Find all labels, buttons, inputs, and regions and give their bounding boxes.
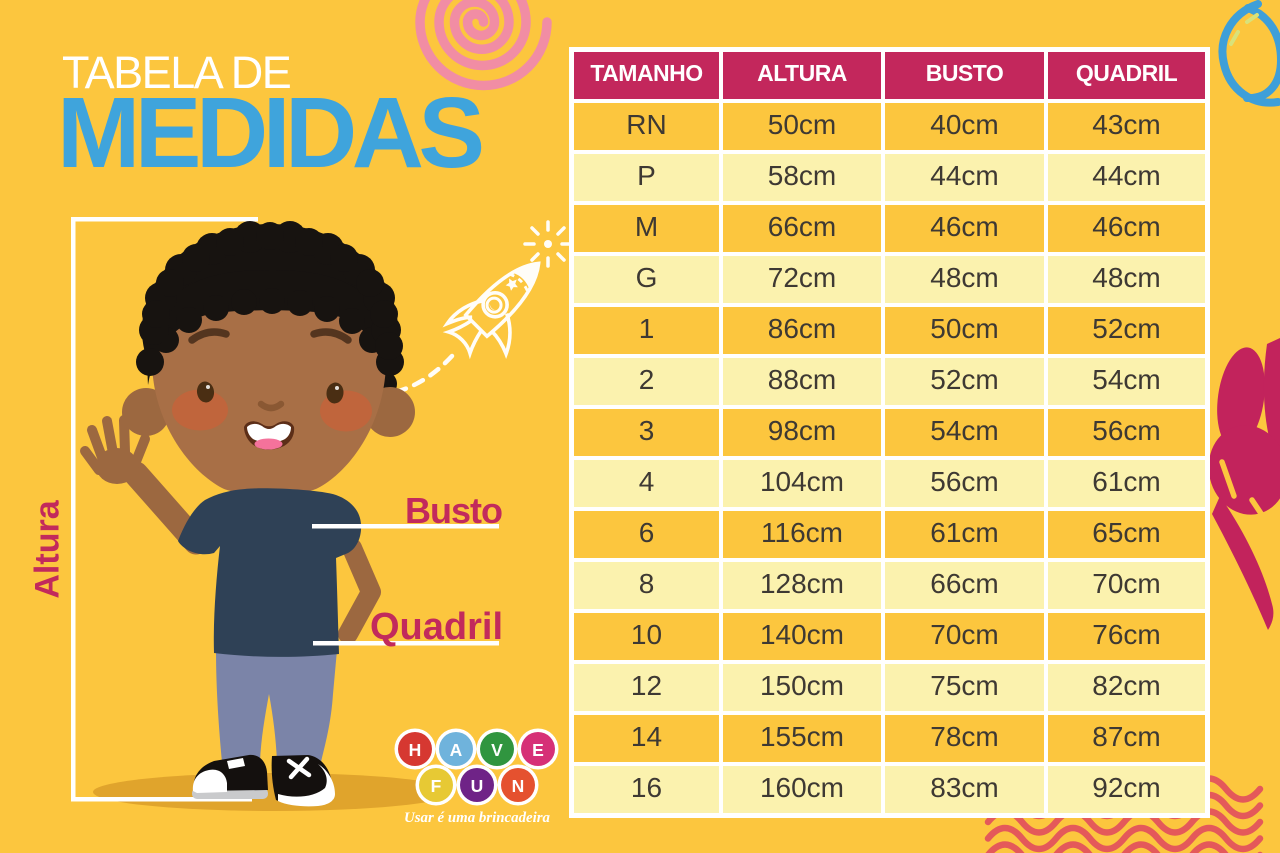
svg-text:H: H <box>409 740 422 760</box>
svg-text:A: A <box>450 740 463 760</box>
svg-text:N: N <box>512 776 525 796</box>
svg-text:V: V <box>491 740 503 760</box>
svg-text:U: U <box>471 776 484 796</box>
svg-text:F: F <box>431 776 442 796</box>
svg-text:Usar é uma brincadeira: Usar é uma brincadeira <box>404 810 550 826</box>
svg-text:E: E <box>532 740 544 760</box>
